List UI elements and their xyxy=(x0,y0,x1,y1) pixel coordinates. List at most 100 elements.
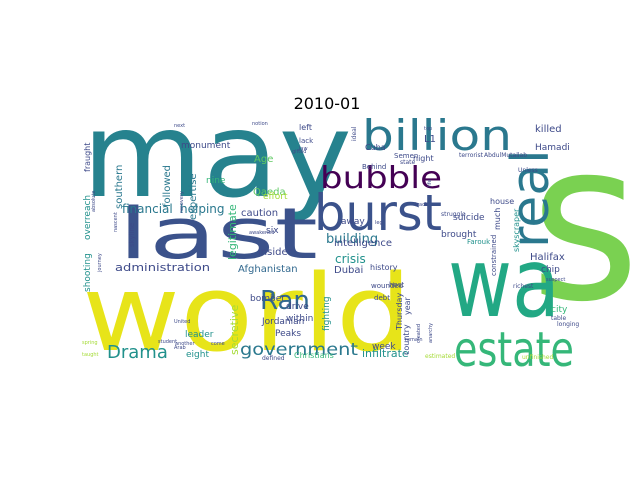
cloud-word: debt xyxy=(374,294,390,302)
cloud-word: last xyxy=(118,193,318,275)
cloud-word: recovery xyxy=(179,191,185,213)
cloud-word: Arab xyxy=(174,345,186,351)
cloud-word: six xyxy=(266,226,279,236)
cloud-word: top xyxy=(424,126,432,132)
cloud-word: Christians xyxy=(294,351,334,360)
cloud-word: killed xyxy=(535,124,562,135)
cloud-word: history xyxy=(370,263,398,272)
cloud-word: Cuba xyxy=(365,143,386,152)
cloud-word: host xyxy=(389,281,404,289)
cloud-word: nine xyxy=(206,176,226,186)
cloud-word: country xyxy=(402,324,411,355)
cloud-word: bubble xyxy=(320,161,442,196)
cloud-word: drive xyxy=(286,302,309,312)
cloud-word: shooting xyxy=(83,253,93,292)
cloud-word: richest xyxy=(513,283,534,290)
cloud-word: caution xyxy=(241,208,278,219)
cloud-word: life xyxy=(427,179,433,187)
cloud-word: Thursday xyxy=(395,293,404,331)
cloud-word: skyscraper xyxy=(512,208,521,252)
cloud-word: Afghanistan xyxy=(238,264,298,275)
cloud-word: taught xyxy=(82,352,99,358)
cloud-word: anarchy xyxy=(428,323,434,343)
cloud-word: spring xyxy=(82,340,98,346)
cloud-word: brought xyxy=(441,230,477,240)
cloud-word: helping xyxy=(180,202,225,216)
cloud-word: much xyxy=(493,208,502,230)
cloud-word: estate xyxy=(454,322,574,378)
cloud-word: s xyxy=(530,94,640,350)
chart-title: 2010-01 xyxy=(294,94,361,113)
cloud-word: track xyxy=(415,202,428,208)
cloud-word: fighting xyxy=(322,296,332,331)
cloud-word: billion xyxy=(362,111,512,160)
cloud-word: overreach xyxy=(83,195,93,240)
cloud-word: city xyxy=(551,305,568,315)
cloud-word: suspect xyxy=(546,277,565,283)
cloud-word: left xyxy=(299,123,312,132)
cloud-word: bomber xyxy=(250,294,285,304)
cloud-word: within xyxy=(286,314,313,324)
cloud-word: wa xyxy=(448,227,560,339)
cloud-word: Farouk xyxy=(467,238,491,246)
cloud-word: night xyxy=(413,154,434,163)
cloud-word: southern xyxy=(114,165,125,209)
cloud-word: created xyxy=(416,324,422,343)
cloud-word: Halifax xyxy=(530,252,565,263)
cloud-word: followed xyxy=(162,165,173,207)
cloud-word: eight xyxy=(186,350,209,360)
cloud-word: world xyxy=(82,252,412,375)
cloud-word: constrained xyxy=(490,235,498,276)
cloud-word: student xyxy=(158,339,177,345)
cloud-word: absolute xyxy=(91,191,97,213)
cloud-word: monument xyxy=(181,141,231,151)
cloud-word: nascent xyxy=(113,212,119,232)
cloud-word: legitimate xyxy=(226,204,239,260)
cloud-word: week xyxy=(372,342,396,352)
cloud-word: chip xyxy=(541,265,560,275)
cloud-word: law xyxy=(299,146,308,152)
cloud-word: may xyxy=(82,86,352,224)
cloud-word: skyline xyxy=(128,223,136,247)
cloud-word: state xyxy=(400,159,416,166)
cloud-word: fraught xyxy=(83,143,92,172)
cloud-word: table xyxy=(551,315,567,322)
cloud-word: lack xyxy=(299,137,314,145)
cloud-word: journey xyxy=(97,253,103,273)
cloud-word: year xyxy=(403,296,412,315)
cloud-word: Ran xyxy=(260,286,310,316)
cloud-word: real xyxy=(501,149,561,248)
cloud-word: infiltrate xyxy=(362,347,409,360)
cloud-words: s may world wa last billion estate real burstbub… xyxy=(82,86,640,378)
cloud-word: terrorist xyxy=(459,152,484,159)
cloud-word: next xyxy=(174,123,185,129)
cloud-word: AbdulMutallab xyxy=(484,152,527,159)
cloud-word: awakened xyxy=(249,230,274,236)
cloud-word: remain xyxy=(405,337,423,343)
cloud-word: defined xyxy=(262,355,285,362)
cloud-word: administration xyxy=(115,261,210,274)
cloud-word: Peaks xyxy=(275,329,301,339)
cloud-word: Jordanian xyxy=(261,317,304,327)
cloud-word: Behind xyxy=(362,163,386,171)
cloud-word: leader xyxy=(185,330,214,340)
cloud-word: financial xyxy=(122,202,173,216)
cloud-word: estimated xyxy=(425,353,455,360)
cloud-word: longing xyxy=(557,321,579,328)
cloud-word: unfinished xyxy=(522,354,553,361)
cloud-word: ideal xyxy=(351,126,358,141)
cloud-word: come xyxy=(211,341,225,347)
cloud-word: Drama xyxy=(107,342,168,363)
cloud-word: leg xyxy=(375,220,383,226)
cloud-word: burst xyxy=(314,184,442,242)
cloud-word: L1 xyxy=(424,134,436,145)
cloud-word: Age xyxy=(254,154,273,165)
cloud-word: house xyxy=(490,197,514,206)
cloud-word: Hamadi xyxy=(535,143,570,153)
cloud-word: gifted xyxy=(292,149,306,155)
cloud-word: crisis xyxy=(335,252,366,266)
cloud-word: insider xyxy=(258,247,293,258)
cloud-word: building xyxy=(326,232,378,247)
cloud-word: intelligence xyxy=(334,238,392,249)
